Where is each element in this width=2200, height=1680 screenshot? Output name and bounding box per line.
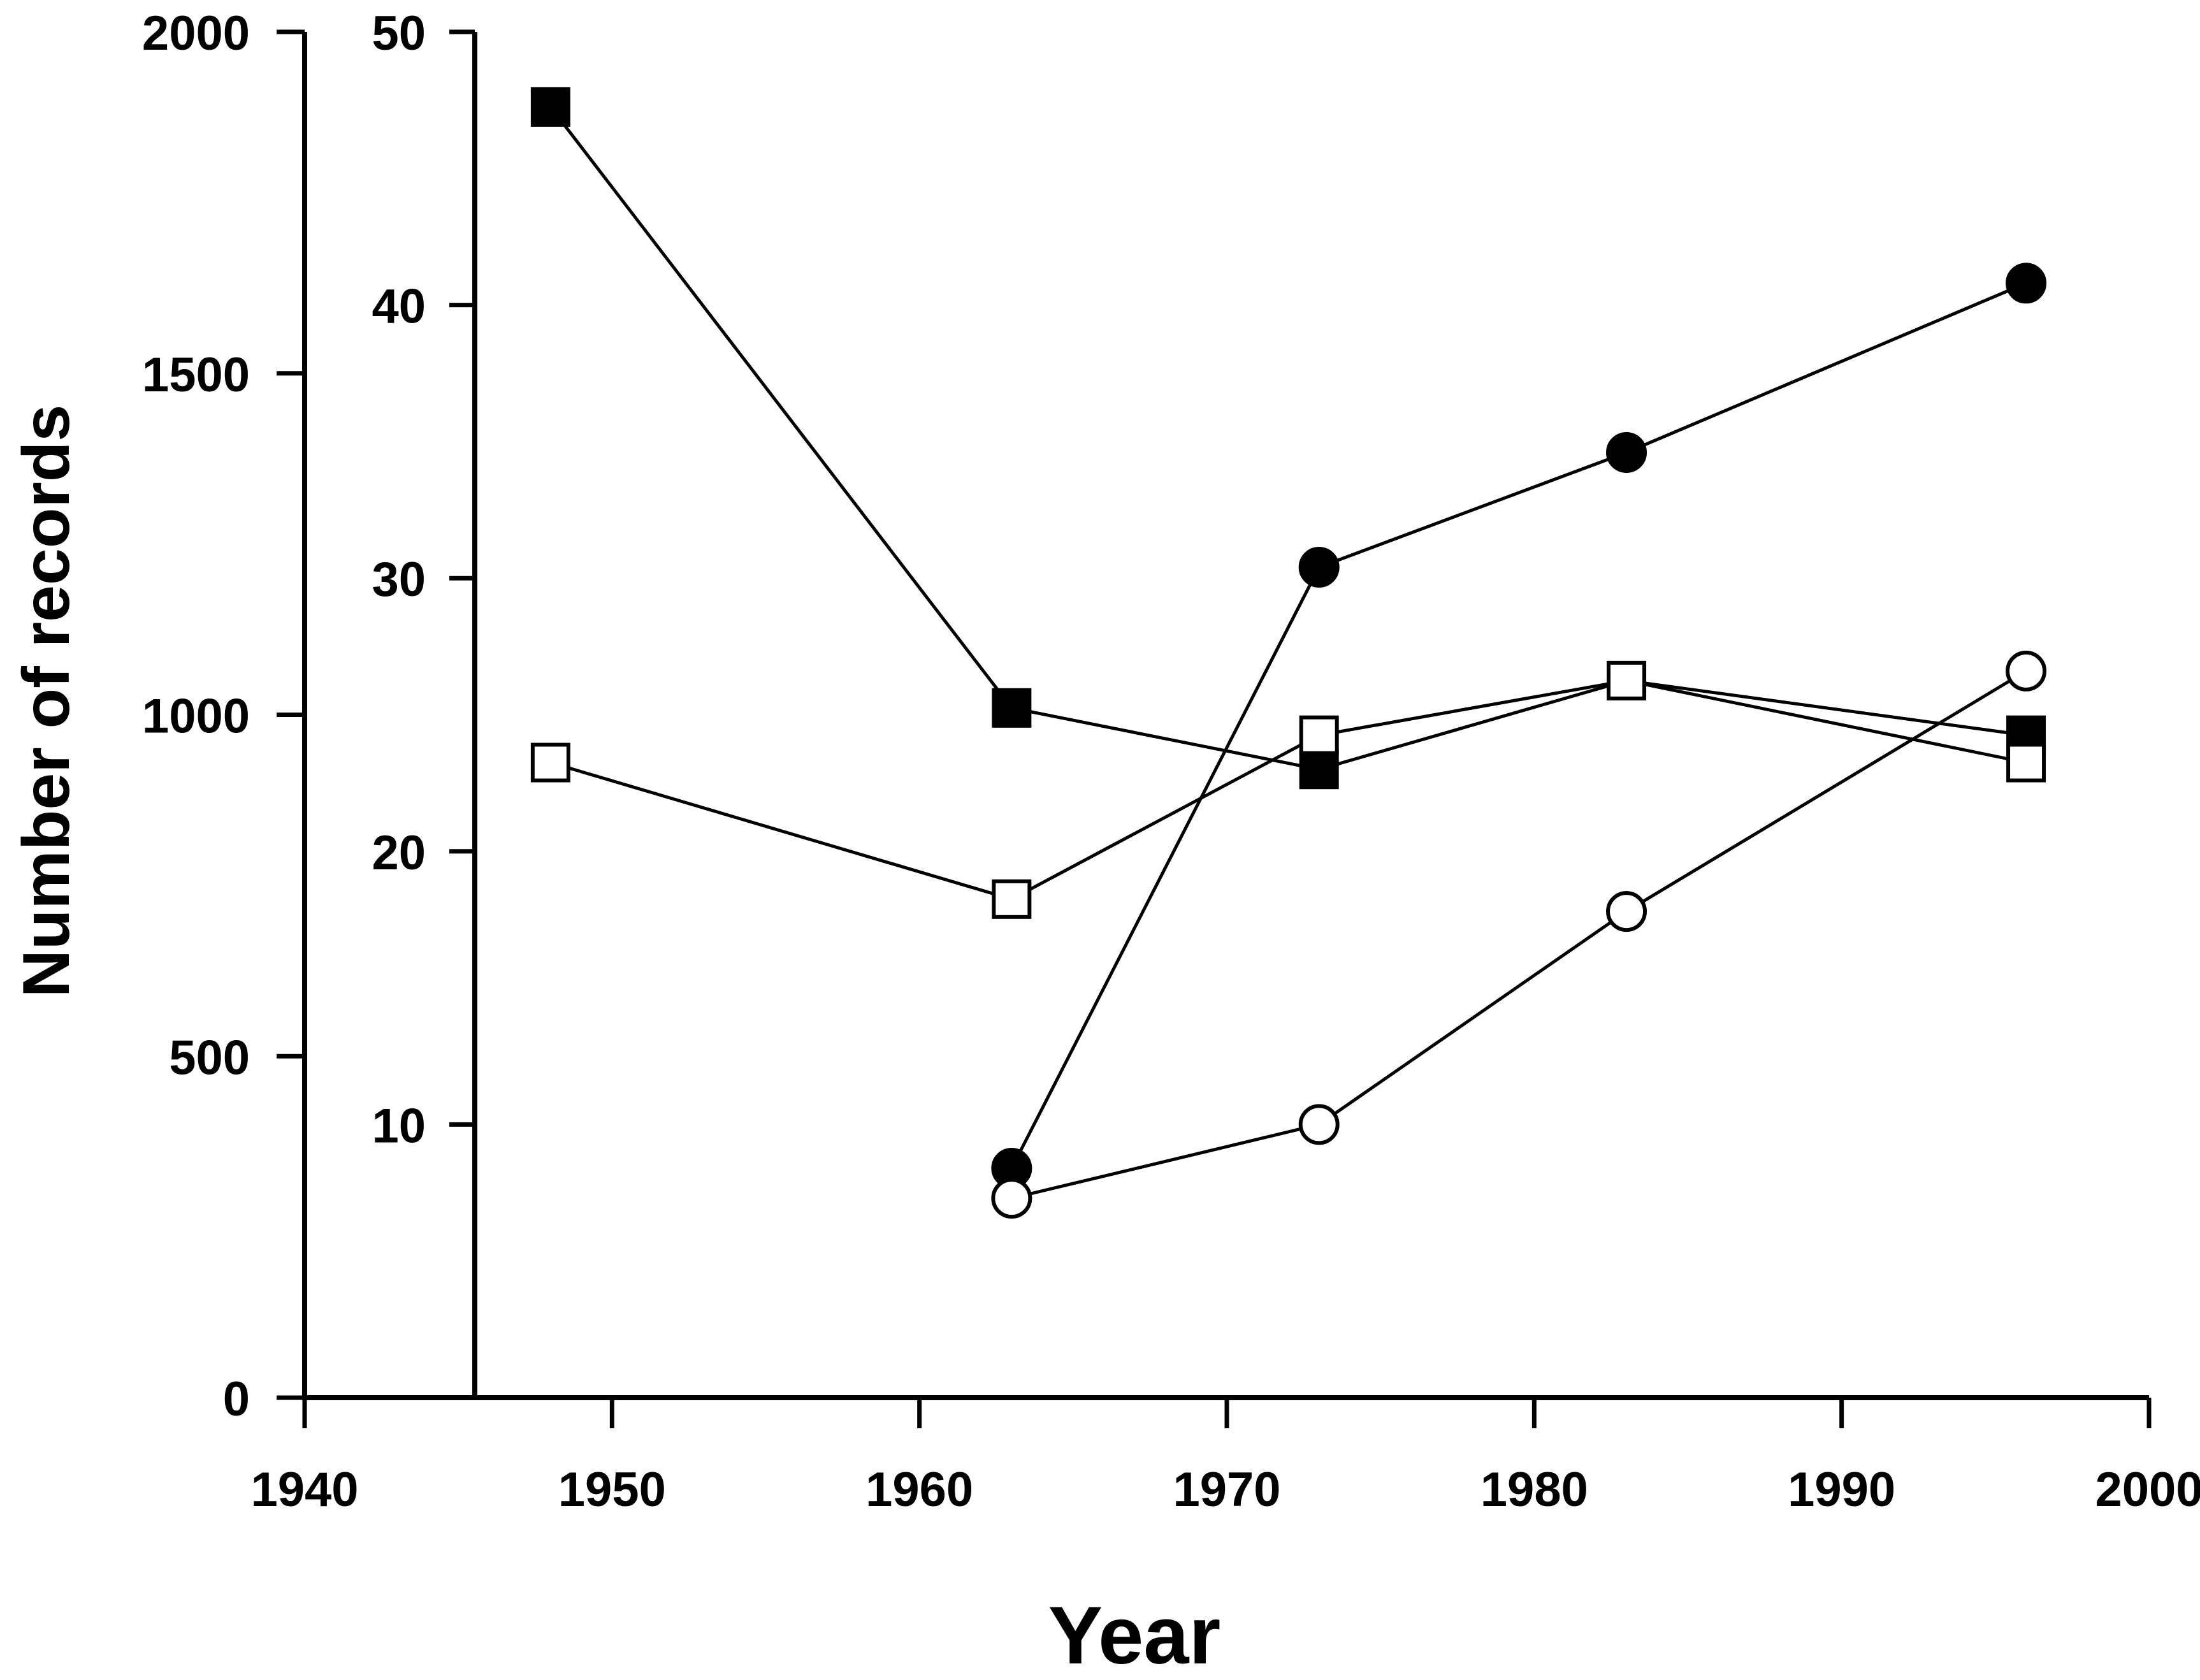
left-y-tick-label: 1500: [142, 348, 250, 402]
right-y-tick-label: 50: [372, 6, 426, 61]
right-y-tick-label: 20: [372, 826, 426, 880]
series-0-point: [992, 688, 1032, 728]
x-tick-label: 2000: [2095, 1463, 2200, 1517]
left-y-tick-label: 2000: [142, 6, 250, 61]
series-1-point: [1607, 660, 1647, 700]
right-y-tick-label: 10: [372, 1099, 426, 1153]
series-1-point: [2006, 742, 2046, 783]
x-tick-label: 1940: [250, 1463, 358, 1517]
series-2-point: [1298, 547, 1340, 588]
x-tick-label: 1970: [1173, 1463, 1280, 1517]
left-y-tick-label: 1000: [142, 690, 250, 744]
series-markers: [530, 87, 2047, 1219]
left-y-tick-label: 500: [169, 1031, 250, 1085]
series-1-point: [1299, 715, 1339, 755]
series-1-line: [550, 679, 2027, 901]
series-3-point: [991, 1178, 1032, 1219]
left-y-tick-label: 0: [223, 1372, 250, 1426]
series-1-point: [530, 742, 570, 783]
series-3-point: [1606, 891, 1647, 932]
y-axis-title: Number of records: [10, 405, 83, 997]
series-2-point: [2006, 263, 2047, 304]
series-2-line: [1010, 282, 2027, 1169]
x-tick-label: 1960: [865, 1463, 973, 1517]
right-y-ticks: 10 20 30 40 50: [372, 6, 475, 1400]
right-y-tick-label: 30: [372, 553, 426, 607]
x-tick-label: 1990: [1788, 1463, 1895, 1517]
series-3-point: [2006, 650, 2047, 692]
left-y-ticks: 0 500 1000 1500 2000: [142, 6, 305, 1426]
x-tick-label: 1950: [558, 1463, 666, 1517]
series-0-line: [549, 106, 2027, 771]
x-axis-title: Year: [1048, 1590, 1221, 1680]
x-ticks: 1940 1950 1960 1970 1980 1990 2000: [250, 1398, 2200, 1517]
series-lines: [549, 106, 2027, 1200]
series-3-line: [1011, 669, 2027, 1200]
series-1-point: [992, 879, 1032, 919]
right-y-tick-label: 40: [372, 280, 426, 334]
series-0-point: [530, 87, 570, 127]
series-3-point: [1298, 1104, 1340, 1145]
series-0-point: [1299, 749, 1339, 790]
x-tick-label: 1980: [1480, 1463, 1588, 1517]
series-2-point: [1606, 432, 1647, 474]
